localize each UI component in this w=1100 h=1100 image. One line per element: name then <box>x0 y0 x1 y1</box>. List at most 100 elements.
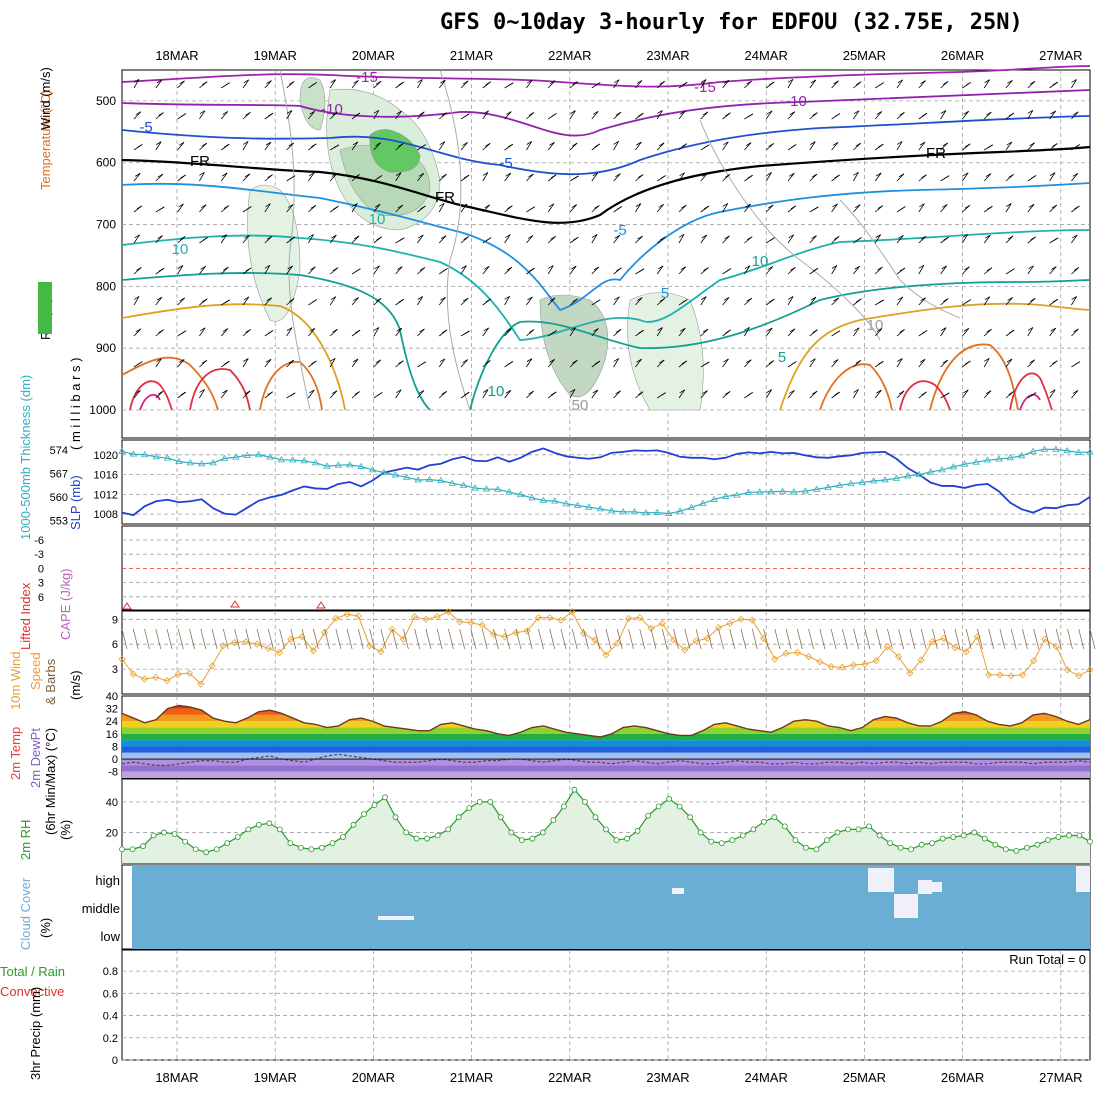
thickness-marker <box>243 451 251 458</box>
surface-wind-barb <box>279 628 285 650</box>
thickness-tick-label: 574 <box>50 445 68 457</box>
surface-wind-barb <box>853 628 859 650</box>
wind-barb-flag <box>1008 391 1014 395</box>
wind-barb <box>831 359 839 368</box>
surface-wind-barb <box>751 628 758 650</box>
wind-barb-flag <box>287 265 293 270</box>
wind-barb-flag <box>178 141 185 146</box>
wind-barb <box>373 327 380 337</box>
surface-wind-barb <box>549 628 556 650</box>
wind-barb <box>220 328 229 337</box>
wind-barb <box>526 235 534 244</box>
wind-barb-flag <box>812 267 819 272</box>
thickness-marker <box>357 462 365 469</box>
wind-barb-flag <box>940 327 947 331</box>
thickness-marker <box>1052 445 1060 452</box>
panel-frame-slp <box>121 439 1091 525</box>
date-label-top: 20MAR <box>352 48 395 63</box>
rh-marker <box>582 799 588 805</box>
wind-barb <box>700 173 708 182</box>
surface-wind-barb <box>166 628 173 650</box>
temperature-contour <box>121 65 1091 88</box>
temperature-contour <box>129 368 1053 411</box>
wind-barb <box>896 79 904 89</box>
wind-barb <box>765 110 773 120</box>
wind-barb-flag <box>985 390 992 395</box>
rh-shading <box>247 184 301 322</box>
temp-band <box>122 746 1090 753</box>
wind10-axis-label-d: (m/s) <box>68 670 83 700</box>
pressure-axis-label: ( m i l l i b a r s ) <box>68 358 83 450</box>
wind-speed-marker <box>546 614 554 622</box>
surface-wind-barb <box>470 628 477 650</box>
wind-barb-flag <box>963 110 969 115</box>
wind-barb <box>940 327 947 337</box>
thickness-marker <box>699 499 707 506</box>
wind-barb-flag <box>593 328 599 332</box>
wind-barb <box>504 328 512 337</box>
thickness-marker <box>266 453 274 460</box>
precip-axis-label: 3hr Precip (mm) <box>28 987 43 1080</box>
surface-wind-barb <box>403 628 409 650</box>
surface-wind-barb <box>391 628 398 650</box>
wind-barb-flag <box>613 79 620 84</box>
wind-barb-flag <box>266 297 272 302</box>
wind-barb-flag <box>680 327 686 332</box>
wind-barb <box>438 141 446 151</box>
wind-axis-label: Wind (m/s) <box>38 67 53 130</box>
wind-barb-flag <box>897 358 903 362</box>
wind-barb-flag <box>1008 112 1015 117</box>
wind-barb <box>744 142 752 151</box>
wind-barb-flag <box>1029 80 1036 85</box>
rh-marker <box>1045 837 1051 843</box>
wind-barb-flag <box>984 296 990 301</box>
wind-barb <box>722 79 730 89</box>
wind-barb-flag <box>703 205 710 210</box>
thickness-marker <box>163 454 172 461</box>
thickness-marker <box>642 509 650 516</box>
rh-marker <box>140 843 146 850</box>
wind-barb-flag <box>702 111 709 116</box>
wind-barb-flag <box>789 389 795 394</box>
wind-barb <box>678 110 686 120</box>
wind-barb-flag <box>527 235 534 239</box>
wind-speed-marker <box>692 637 700 645</box>
wind-barb <box>569 265 577 275</box>
wind-barb-flag <box>637 391 644 396</box>
wind-barb <box>329 296 337 306</box>
surface-wind-barb <box>639 628 646 650</box>
wind-barb <box>373 142 381 151</box>
wind-barb-flag <box>920 297 926 302</box>
wind-barb-flag <box>701 234 708 239</box>
wind-barb <box>308 172 315 182</box>
wind-barb-flag <box>485 142 491 147</box>
wind-barb-flag <box>1050 327 1056 332</box>
surface-wind-barb <box>763 628 769 650</box>
wind-barb-flag <box>768 204 774 209</box>
rh-marker <box>939 835 946 842</box>
wind-barb <box>460 80 469 89</box>
temp-axis-label-a: 2m Temp <box>8 727 23 780</box>
wind-barb-flag <box>615 111 622 116</box>
wind-barb <box>417 328 425 337</box>
thickness-marker <box>311 459 320 466</box>
wind-barb-flag <box>1052 298 1058 303</box>
wind-barb-flag <box>507 205 513 210</box>
wind-barb-flag <box>528 173 534 178</box>
wind-barb <box>787 328 796 337</box>
wind-barb-flag <box>1050 110 1056 115</box>
wind-barb-flag <box>986 267 993 272</box>
wind-barb <box>700 234 708 244</box>
rh-marker <box>981 835 988 842</box>
wind-speed-marker <box>737 615 745 623</box>
rh-marker <box>129 846 136 853</box>
wind-barb-flag <box>614 234 621 239</box>
thickness-marker <box>607 507 616 514</box>
date-label-bottom: 25MAR <box>843 1070 886 1085</box>
wind-barb-flag <box>548 265 554 269</box>
thickness-marker <box>676 507 684 514</box>
wind-barb-flag <box>876 111 882 115</box>
wind-barb-flag <box>462 359 468 363</box>
wind-speed-marker <box>1018 671 1027 679</box>
rh-marker <box>434 832 441 839</box>
